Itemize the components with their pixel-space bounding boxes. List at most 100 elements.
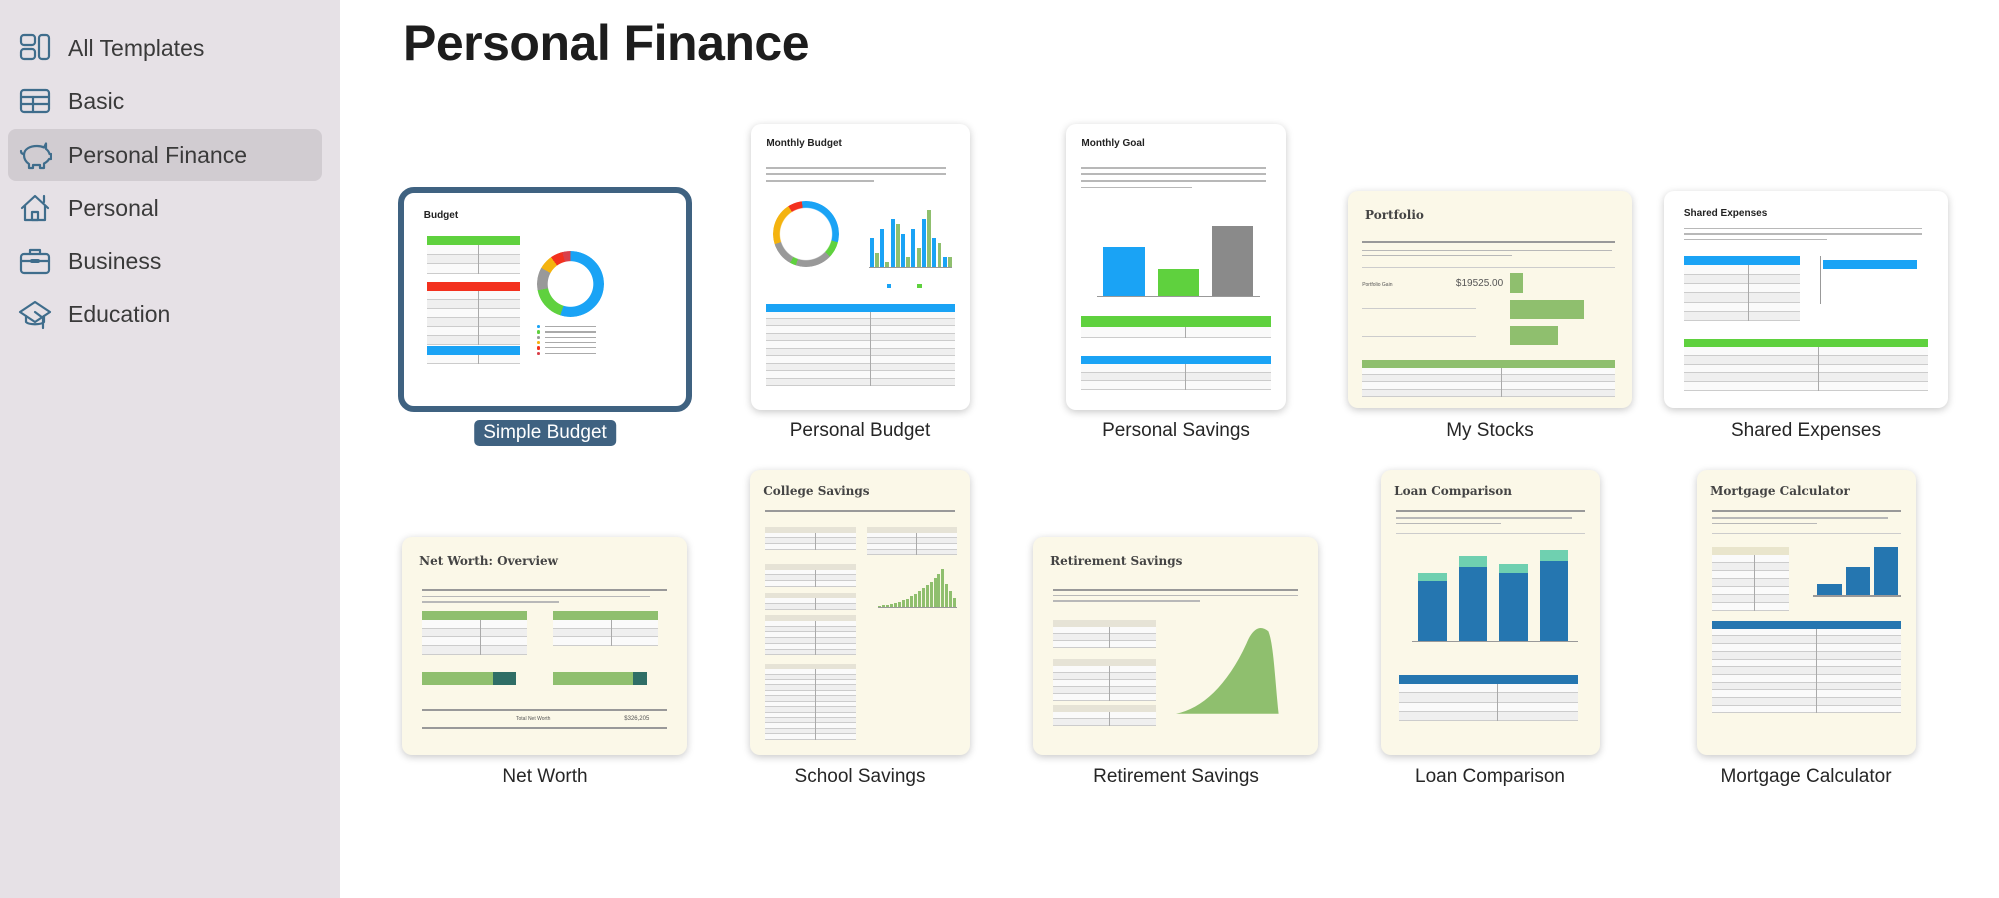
thumb-shape	[1398, 675, 1579, 685]
template-thumbnail-my-stocks[interactable]: Portfolio Portfolio Gain $19525.00	[1348, 191, 1632, 408]
thumb-shape	[1411, 641, 1579, 643]
thumb-shape	[426, 318, 520, 328]
thumb-shape	[536, 325, 540, 329]
grid-icon	[19, 33, 51, 61]
thumb-shape	[1458, 566, 1488, 641]
template-label[interactable]: My Stocks	[1446, 420, 1534, 441]
template-thumbnail-personal-budget[interactable]: Monthly Budget	[751, 124, 970, 410]
thumb-shape	[766, 304, 955, 312]
sidebar-item-basic[interactable]: Basic	[8, 75, 322, 127]
thumb-shape	[905, 598, 909, 607]
thumb-shape	[1052, 594, 1299, 597]
template-thumbnail-retirement-savings[interactable]: Retirement Savings	[1033, 537, 1318, 755]
template-label[interactable]: Net Worth	[502, 766, 588, 787]
template-label[interactable]: Loan Comparison	[1415, 766, 1565, 787]
thumb-shape	[493, 672, 516, 686]
thumb-shape	[1398, 684, 1579, 694]
sidebar-item-education[interactable]: Education	[8, 288, 322, 340]
thumb-shape	[1509, 299, 1584, 320]
thumb-shape	[765, 621, 856, 627]
thumb-shape	[909, 596, 913, 607]
thumb-text: Portfolio Gain	[1362, 282, 1393, 289]
thumb-shape	[765, 649, 856, 656]
thumb-shape	[1539, 561, 1569, 641]
template-label[interactable]: Personal Savings	[1102, 420, 1250, 441]
thumb-shape	[1185, 364, 1187, 390]
thumb-shape	[866, 532, 957, 539]
thumb-shape	[1052, 680, 1156, 687]
thumb-shape	[553, 611, 659, 620]
thumb-shape	[765, 626, 856, 633]
thumb-shape	[1396, 509, 1585, 513]
thumb-shape	[1712, 578, 1789, 587]
thumbnail-title: College Savings	[763, 484, 870, 499]
thumb-shape	[921, 219, 926, 267]
template-label[interactable]: Mortgage Calculator	[1720, 766, 1892, 787]
thumb-shape	[869, 267, 953, 269]
template-label[interactable]: Simple Budget	[474, 420, 616, 446]
sidebar-item-business[interactable]: Business	[8, 235, 322, 287]
page-title: Personal Finance	[403, 15, 810, 71]
thumb-shape	[911, 228, 916, 267]
template-label[interactable]: Shared Expenses	[1731, 420, 1881, 441]
thumb-shape	[766, 348, 955, 357]
thumb-shape	[1052, 673, 1156, 680]
template-thumbnail-personal-savings[interactable]: Monthly Goal	[1066, 124, 1286, 410]
thumb-shape	[1683, 355, 1929, 365]
template-label[interactable]: School Savings	[794, 766, 926, 787]
sidebar-item-personal[interactable]: Personal	[8, 182, 322, 234]
thumb-shape	[925, 585, 929, 607]
thumb-shape	[949, 591, 953, 607]
thumb-shape	[1081, 327, 1271, 339]
template-label[interactable]: Retirement Savings	[1093, 766, 1259, 787]
thumb-shape	[426, 254, 520, 265]
thumb-shape	[1712, 602, 1789, 611]
template-thumbnail-loan-comparison[interactable]: Loan Comparison	[1381, 470, 1600, 755]
thumb-shape	[553, 637, 659, 646]
thumb-shape	[766, 311, 955, 320]
thumb-shape	[765, 707, 856, 713]
thumb-shape	[1712, 659, 1901, 668]
thumb-shape	[866, 538, 957, 545]
thumb-shape	[897, 602, 901, 607]
thumb-shape	[765, 603, 856, 610]
sidebar-item-personal-finance[interactable]: Personal Finance	[8, 129, 322, 181]
sidebar-item-label: Basic	[68, 87, 125, 114]
template-thumbnail-shared-expenses[interactable]: Shared Expenses	[1664, 191, 1948, 408]
thumb-shape	[1081, 372, 1271, 382]
template-thumbnail-net-worth[interactable]: Net Worth: Overview Total Net Worth $326,2…	[402, 537, 687, 755]
thumb-shape	[1362, 266, 1615, 269]
thumb-shape	[536, 351, 540, 355]
briefcase-icon	[19, 248, 51, 275]
thumb-shape	[765, 690, 856, 697]
thumb-shape	[945, 584, 949, 607]
thumb-shape	[426, 291, 520, 301]
thumb-shape	[1398, 693, 1579, 703]
thumb-shape	[421, 726, 668, 729]
thumbnail-title: Portfolio	[1365, 208, 1424, 223]
thumb-shape	[1712, 532, 1901, 535]
thumb-shape	[477, 291, 479, 346]
thumb-shape	[766, 166, 946, 169]
thumb-shape	[426, 300, 520, 310]
thumb-shape	[765, 717, 856, 724]
thumb-shape	[1712, 621, 1901, 629]
thumb-shape	[421, 637, 528, 646]
thumb-shape	[536, 335, 540, 339]
template-thumbnail-simple-budget[interactable]: Budget	[398, 187, 692, 412]
template-thumbnail-mortgage-calculator[interactable]: Mortgage Calculator	[1697, 470, 1916, 755]
template-label[interactable]: Personal Budget	[789, 420, 931, 441]
thumb-shape	[1096, 295, 1260, 298]
thumb-text: $326,205	[624, 715, 650, 722]
thumb-shape	[1499, 564, 1528, 573]
template-thumbnail-school-savings[interactable]: College Savings	[750, 470, 970, 755]
thumb-text: $19525.00	[1455, 277, 1504, 289]
thumb-shape	[545, 341, 596, 344]
thumb-shape	[947, 257, 952, 267]
thumb-shape	[1052, 633, 1156, 641]
thumb-shape	[913, 594, 917, 607]
thumb-shape	[421, 619, 528, 629]
thumb-shape	[1823, 260, 1917, 270]
thumb-shape	[766, 173, 946, 176]
sidebar-item-all-templates[interactable]: All Templates	[8, 22, 322, 74]
